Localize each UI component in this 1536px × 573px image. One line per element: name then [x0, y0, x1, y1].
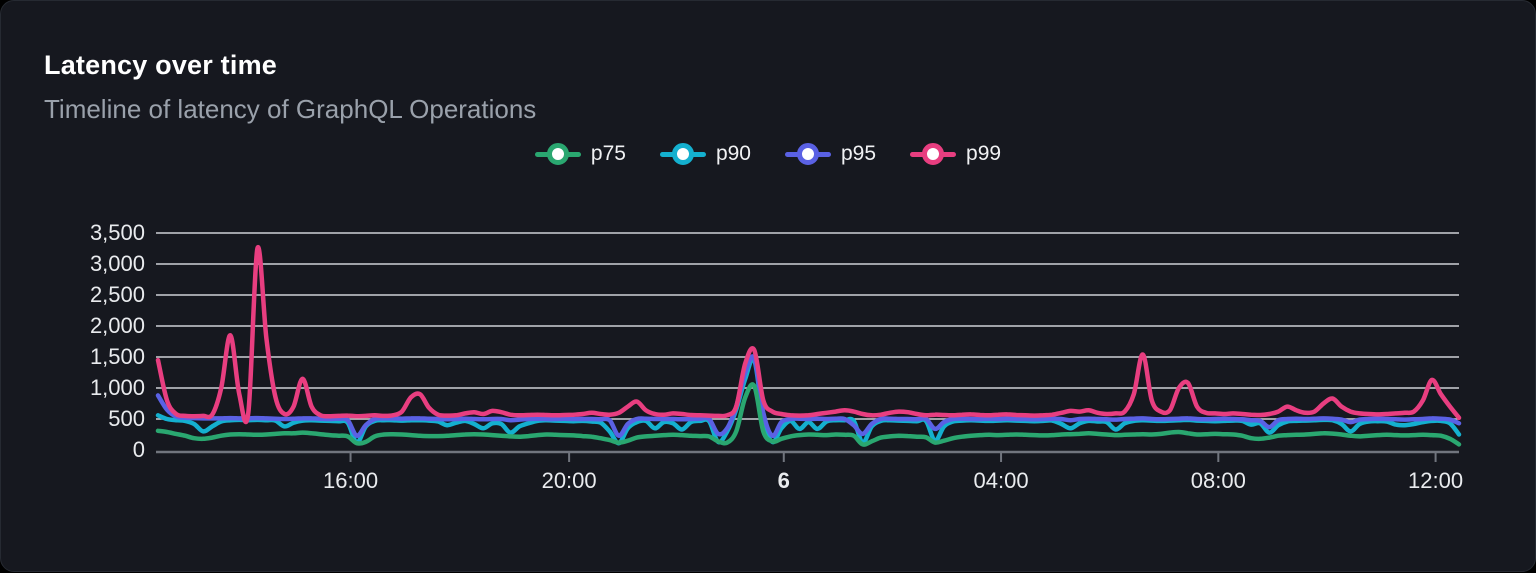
legend-item-p75[interactable]: p75	[534, 141, 626, 167]
legend-dot-icon	[671, 143, 694, 165]
svg-text:1,000: 1,000	[90, 375, 145, 400]
legend-marker-p75-icon	[534, 141, 581, 167]
legend-label-p90: p90	[715, 142, 751, 165]
legend-dot-icon	[922, 143, 945, 165]
svg-text:3,500: 3,500	[90, 220, 145, 245]
legend-marker-p95-icon	[785, 141, 831, 167]
svg-text:08:00: 08:00	[1191, 468, 1246, 493]
line-p75	[155, 382, 1462, 447]
svg-text:12:00: 12:00	[1408, 468, 1463, 493]
x-axis	[156, 450, 1459, 462]
legend-dot-icon	[546, 143, 569, 165]
line-p95	[155, 354, 1462, 438]
svg-text:2,500: 2,500	[90, 282, 145, 307]
legend-label-p99: p99	[966, 142, 1002, 165]
svg-text:0: 0	[133, 437, 145, 462]
svg-text:2,000: 2,000	[90, 313, 145, 338]
gridlines	[156, 232, 1459, 420]
series-lines	[155, 244, 1462, 447]
svg-text:04:00: 04:00	[974, 468, 1029, 493]
legend-marker-p90-icon	[659, 141, 706, 167]
svg-text:1,500: 1,500	[90, 344, 145, 369]
svg-text:6: 6	[778, 468, 790, 493]
chart-legend: p75 p90 p95 p99	[1, 139, 1535, 169]
line-p99	[155, 244, 1462, 424]
panel-subtitle: Timeline of latency of GraphQL Operation…	[44, 94, 537, 124]
x-axis-labels: 16:00 20:00 6 04:00 08:00 12:00	[323, 468, 1463, 493]
panel-title: Latency over time	[44, 50, 277, 80]
legend-item-p95[interactable]: p95	[785, 141, 876, 167]
svg-text:500: 500	[108, 406, 145, 431]
legend-marker-p99-icon	[910, 141, 957, 167]
svg-text:3,000: 3,000	[90, 251, 145, 276]
svg-text:20:00: 20:00	[542, 468, 597, 493]
legend-dot-icon	[797, 143, 819, 165]
svg-text:16:00: 16:00	[323, 468, 378, 493]
legend-item-p99[interactable]: p99	[910, 141, 1001, 167]
legend-label-p95: p95	[841, 142, 877, 165]
legend-item-p90[interactable]: p90	[659, 141, 751, 167]
legend-label-p75: p75	[590, 142, 626, 165]
y-axis-labels: 0 500 1,000 1,500 2,000 2,500 3,000 3,500	[90, 220, 145, 462]
